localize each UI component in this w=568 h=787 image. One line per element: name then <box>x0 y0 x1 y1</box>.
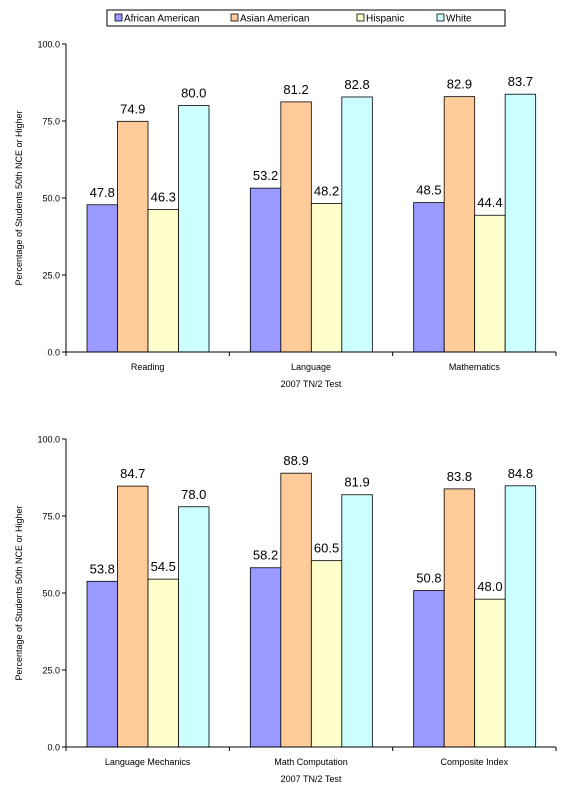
data-label: 46.3 <box>151 189 176 204</box>
y-tick-label: 75.0 <box>42 512 60 522</box>
legend-box <box>106 9 506 27</box>
legend-item-white: White <box>436 13 472 25</box>
data-label: 84.8 <box>508 466 533 481</box>
legend-swatch <box>436 13 445 22</box>
legend-label: White <box>446 14 472 25</box>
x-tick-label: Math Computation <box>274 757 348 767</box>
legend-swatch <box>356 13 365 22</box>
x-tick-label: Language Mechanics <box>105 757 191 767</box>
data-label: 80.0 <box>181 86 206 101</box>
bar <box>504 485 537 748</box>
data-label: 47.8 <box>90 185 115 200</box>
data-label: 54.5 <box>151 559 176 574</box>
bar <box>280 101 312 353</box>
bar <box>504 93 537 353</box>
data-label: 58.2 <box>253 548 278 563</box>
data-label: 82.9 <box>447 77 472 92</box>
bar <box>147 578 179 748</box>
data-label: 74.9 <box>120 101 145 116</box>
y-tick-label: 0.0 <box>47 348 60 358</box>
bar <box>249 187 282 353</box>
legend-label: Hispanic <box>366 14 404 25</box>
y-tick-label: 100.0 <box>37 435 60 445</box>
y-tick-label: 25.0 <box>42 271 60 281</box>
data-label: 53.2 <box>253 168 278 183</box>
bar <box>413 590 445 748</box>
legend-swatch <box>114 13 123 22</box>
y-axis-title: Percentage of Students 50th NCE or Highe… <box>14 505 24 680</box>
bar <box>310 203 343 353</box>
bar-chart-bottom: 53.8 58.2 50.8 84.7 88.9 83.8 54.5 60.5 48.0 78.0… <box>14 435 557 784</box>
x-tick-label: Mathematics <box>449 362 501 372</box>
x-tick-label: Composite Index <box>441 757 509 767</box>
legend: African American Asian American Hispanic… <box>106 9 506 27</box>
bar <box>310 560 343 748</box>
data-label: 81.2 <box>283 82 308 97</box>
bar <box>86 204 118 353</box>
bar <box>280 472 312 748</box>
x-tick-label: Language <box>291 362 331 372</box>
data-label: 78.0 <box>181 487 206 502</box>
y-tick-label: 0.0 <box>47 743 60 753</box>
data-label: 83.7 <box>508 74 533 89</box>
data-label: 84.7 <box>120 466 145 481</box>
y-tick-label: 100.0 <box>37 40 60 50</box>
data-label: 44.4 <box>477 195 502 210</box>
legend-item-african-american: African American <box>114 13 200 25</box>
bar <box>443 96 476 353</box>
legend-item-asian-american: Asian American <box>230 13 309 25</box>
bar <box>249 567 282 748</box>
data-label: 48.5 <box>416 183 441 198</box>
legend-item-hispanic: Hispanic <box>356 13 404 25</box>
bar <box>413 202 445 353</box>
bar <box>341 494 373 748</box>
data-label: 81.9 <box>344 475 369 490</box>
bar <box>86 580 118 748</box>
data-label: 82.8 <box>344 77 369 92</box>
bar <box>117 485 149 748</box>
bar <box>474 598 506 748</box>
y-tick-label: 25.0 <box>42 666 60 676</box>
legend-label: Asian American <box>240 14 309 25</box>
bar <box>474 214 506 353</box>
data-label: 88.9 <box>283 453 308 468</box>
data-label: 48.0 <box>477 579 502 594</box>
bar-chart-top: 47.8 53.2 48.5 74.9 81.2 82.9 46.3 48.2 44.4 80.0… <box>14 40 557 389</box>
data-label: 60.5 <box>314 541 339 556</box>
x-axis-title: 2007 TN/2 Test <box>281 379 342 389</box>
bar <box>178 506 210 748</box>
data-label: 48.2 <box>314 184 339 199</box>
y-tick-label: 50.0 <box>42 194 60 204</box>
bar <box>341 96 373 353</box>
bar <box>178 105 210 353</box>
bar <box>443 488 476 748</box>
data-label: 83.8 <box>447 469 472 484</box>
y-tick-label: 75.0 <box>42 117 60 127</box>
y-tick-label: 50.0 <box>42 589 60 599</box>
bar <box>147 208 179 353</box>
x-axis-title: 2007 TN/2 Test <box>281 774 342 784</box>
data-label: 53.8 <box>90 561 115 576</box>
y-axis-title: Percentage of Students 50th NCE or Highe… <box>14 110 24 285</box>
data-label: 50.8 <box>416 571 441 586</box>
legend-swatch <box>230 13 239 22</box>
legend-label: African American <box>124 14 200 25</box>
bar <box>117 120 149 353</box>
x-tick-label: Reading <box>131 362 165 372</box>
